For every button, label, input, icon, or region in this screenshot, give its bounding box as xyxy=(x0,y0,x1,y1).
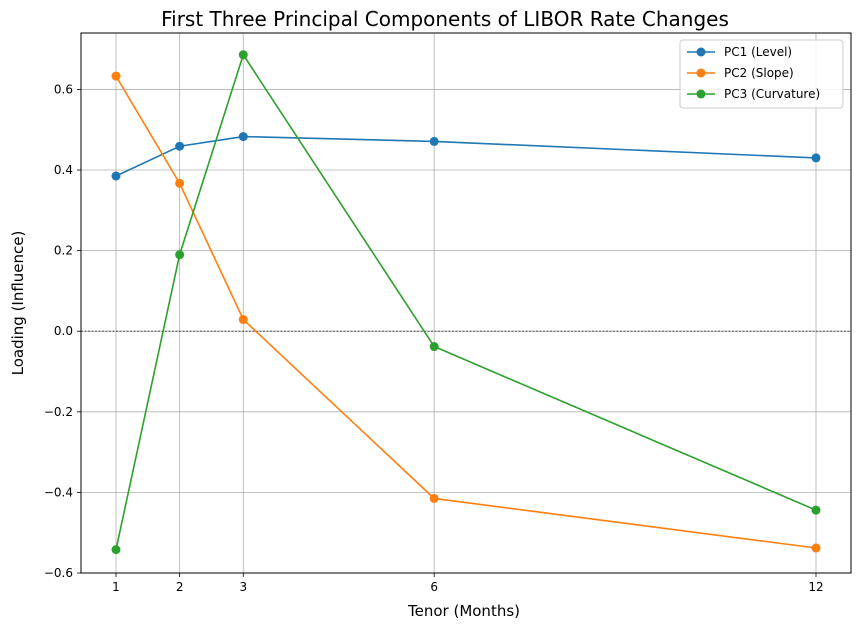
legend-swatch-marker xyxy=(696,89,706,99)
legend-item: PC1 (Level) xyxy=(687,45,792,59)
data-point xyxy=(111,171,121,181)
legend-item: PC3 (Curvature) xyxy=(687,87,820,101)
x-tick-label: 12 xyxy=(808,580,823,594)
series-lines xyxy=(111,50,821,555)
legend-label: PC2 (Slope) xyxy=(724,66,794,80)
data-point xyxy=(238,132,248,142)
x-tick-label: 3 xyxy=(239,580,247,594)
y-axis-ticks: −0.6 −0.4 −0.2 0.0 0.2 0.4 0.6 xyxy=(44,82,81,580)
data-point xyxy=(811,543,821,553)
data-point xyxy=(429,493,439,503)
data-point xyxy=(811,153,821,163)
data-point xyxy=(238,50,248,60)
legend-box xyxy=(679,39,844,109)
data-point xyxy=(175,141,185,151)
data-point xyxy=(238,315,248,325)
legend-swatch-marker xyxy=(696,68,706,78)
chart-title: First Three Principal Components of LIBO… xyxy=(161,7,729,31)
series-3 xyxy=(111,50,821,555)
data-point xyxy=(811,505,821,515)
data-point xyxy=(175,178,185,188)
legend-label: PC1 (Level) xyxy=(724,45,792,59)
x-tick-label: 2 xyxy=(176,580,184,594)
y-tick-label: 0.6 xyxy=(54,82,73,96)
y-tick-label: −0.2 xyxy=(44,405,73,419)
legend-label: PC3 (Curvature) xyxy=(724,87,820,101)
legend-item: PC2 (Slope) xyxy=(687,66,794,80)
y-tick-label: −0.6 xyxy=(44,566,73,580)
x-axis-ticks: 1 2 3 6 12 xyxy=(112,573,824,594)
x-tick-label: 6 xyxy=(430,580,438,594)
data-point xyxy=(429,136,439,146)
y-tick-label: 0.0 xyxy=(54,324,73,338)
plot-frame xyxy=(80,32,852,574)
y-tick-label: −0.4 xyxy=(44,485,73,499)
y-tick-label: 0.4 xyxy=(54,163,73,177)
x-axis-label: Tenor (Months) xyxy=(407,602,520,620)
grid xyxy=(81,33,851,574)
legend: PC1 (Level) PC2 (Slope) PC3 (Curvature) xyxy=(679,39,844,109)
y-tick-label: 0.2 xyxy=(54,244,73,258)
data-point xyxy=(175,250,185,260)
data-point xyxy=(111,71,121,81)
series-1 xyxy=(111,132,821,181)
data-point xyxy=(111,545,121,555)
series-2 xyxy=(111,71,821,553)
x-tick-label: 1 xyxy=(112,580,120,594)
y-axis-label: Loading (Influence) xyxy=(9,231,27,376)
legend-swatch-marker xyxy=(696,47,706,57)
data-point xyxy=(429,342,439,352)
